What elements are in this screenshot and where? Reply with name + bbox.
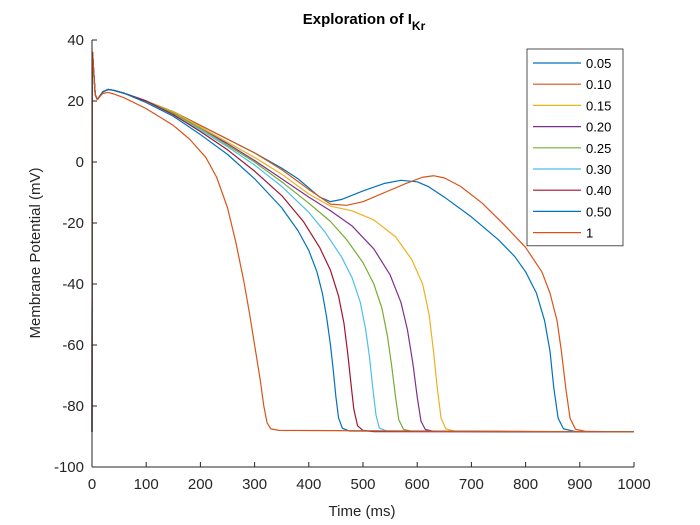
y-tick-label: -80 — [62, 398, 84, 415]
legend-entry-label: 0.15 — [586, 98, 611, 113]
legend-entry-label: 0.20 — [586, 120, 611, 135]
y-tick-label: 0 — [76, 154, 84, 171]
y-tick-label: -20 — [62, 215, 84, 232]
x-tick-label: 0 — [88, 476, 96, 493]
x-tick-label: 800 — [513, 476, 538, 493]
y-tick-label: 40 — [67, 32, 84, 49]
chart-title-subscript: Kr — [412, 19, 426, 33]
x-tick-label: 600 — [405, 476, 430, 493]
x-tick-label: 200 — [188, 476, 213, 493]
legend-entry-label: 0.40 — [586, 183, 611, 198]
x-tick-label: 100 — [134, 476, 159, 493]
legend-entry-label: 0.10 — [586, 77, 611, 92]
legend-entry-label: 1 — [586, 226, 593, 241]
legend-entry-label: 0.50 — [586, 204, 611, 219]
chart-title-main: Exploration of I — [303, 11, 412, 28]
legend-entry-label: 0.30 — [586, 162, 611, 177]
series-layer — [91, 51, 635, 433]
legend-entry-label: 0.25 — [586, 141, 611, 156]
x-tick-label: 1000 — [617, 476, 650, 493]
x-tick-label: 900 — [567, 476, 592, 493]
y-axis-ticks: 40 20 0 -20 -40 -60 -80 -100 — [54, 32, 97, 476]
x-axis-ticks: 0 100 200 300 400 500 600 700 800 900 1000 — [88, 462, 651, 493]
y-tick-label: -100 — [54, 459, 84, 476]
series-line-1 — [91, 51, 635, 433]
x-tick-label: 700 — [459, 476, 484, 493]
chart-title: Exploration of IKr — [303, 11, 426, 33]
y-axis-label: Membrane Potential (mV) — [27, 168, 44, 339]
x-tick-label: 400 — [296, 476, 321, 493]
x-tick-label: 500 — [350, 476, 375, 493]
legend: 0.05 0.10 0.15 0.20 0.25 0.30 0.40 0.50 1 — [526, 48, 624, 247]
y-tick-label: 20 — [67, 93, 84, 110]
y-tick-label: -60 — [62, 337, 84, 354]
x-tick-label: 300 — [242, 476, 267, 493]
legend-entry-label: 0.05 — [586, 56, 611, 71]
y-tick-label: -40 — [62, 276, 84, 293]
x-axis-label: Time (ms) — [329, 503, 396, 520]
